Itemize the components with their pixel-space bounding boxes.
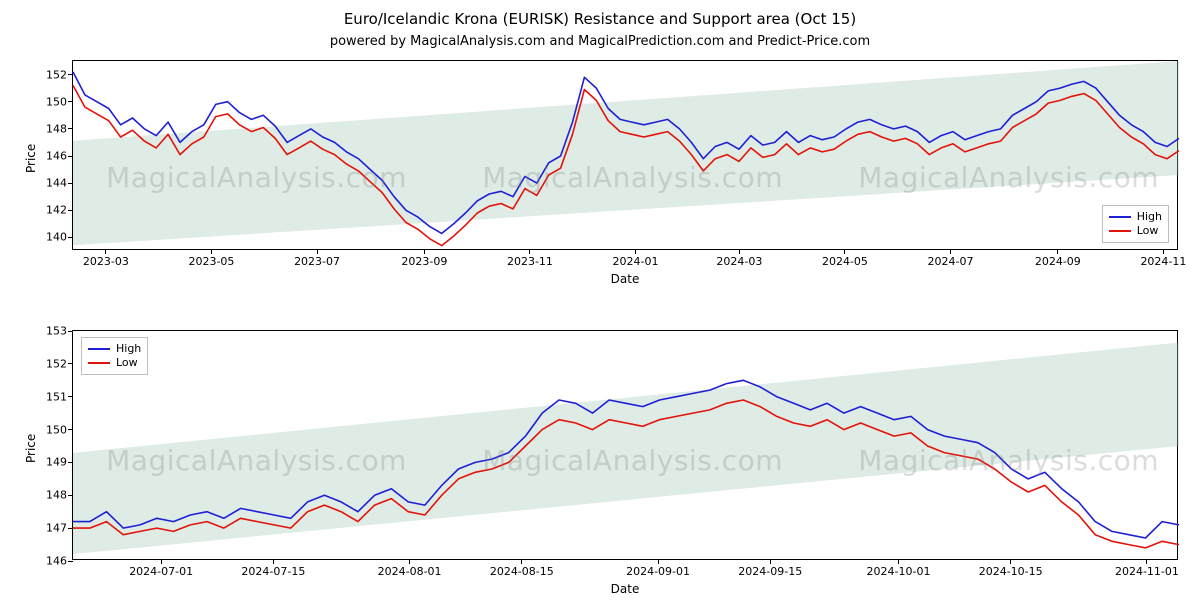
top-chart-svg <box>73 61 1177 249</box>
ytick-label: 144 <box>46 177 67 190</box>
bottom-chart-panel: MagicalAnalysis.comMagicalAnalysis.comMa… <box>72 330 1178 560</box>
chart-subtitle: powered by MagicalAnalysis.com and Magic… <box>0 34 1200 49</box>
xtick-label: 2024-10-15 <box>979 565 1043 578</box>
xtick-label: 2024-01 <box>613 255 659 268</box>
ytick-label: 146 <box>46 150 67 163</box>
legend-item: High <box>1109 210 1162 224</box>
xtick-mark <box>1163 249 1164 254</box>
legend-label: High <box>1137 210 1162 224</box>
xtick-mark <box>424 249 425 254</box>
xtick-label: 2024-10-01 <box>867 565 931 578</box>
legend: HighLow <box>1102 205 1169 243</box>
ytick-mark <box>68 237 73 238</box>
ytick-label: 149 <box>46 456 67 469</box>
xtick-label: 2024-07 <box>928 255 974 268</box>
legend-item: Low <box>88 356 141 370</box>
xtick-mark <box>529 249 530 254</box>
ytick-label: 152 <box>46 68 67 81</box>
xtick-mark <box>273 559 274 564</box>
ytick-label: 152 <box>46 357 67 370</box>
ytick-mark <box>68 101 73 102</box>
xtick-label: 2023-11 <box>507 255 553 268</box>
ytick-mark <box>68 156 73 157</box>
ytick-label: 150 <box>46 95 67 108</box>
ytick-label: 153 <box>46 325 67 338</box>
ytick-label: 146 <box>46 555 67 568</box>
ytick-label: 140 <box>46 231 67 244</box>
xtick-label: 2024-07-01 <box>129 565 193 578</box>
legend-swatch <box>88 362 110 364</box>
legend-label: Low <box>116 356 138 370</box>
xtick-mark <box>521 559 522 564</box>
legend-item: Low <box>1109 224 1162 238</box>
legend-swatch <box>1109 230 1131 232</box>
ytick-mark <box>68 363 73 364</box>
xtick-mark <box>770 559 771 564</box>
xtick-label: 2023-09 <box>401 255 447 268</box>
xtick-label: 2024-11 <box>1140 255 1186 268</box>
bottom-chart-svg <box>73 331 1177 559</box>
xtick-mark <box>658 559 659 564</box>
bottom-chart-xlabel: Date <box>72 582 1178 596</box>
top-chart-xlabel: Date <box>72 272 1178 286</box>
support-resistance-shade <box>73 61 1179 245</box>
legend-swatch <box>88 348 110 350</box>
ytick-label: 142 <box>46 204 67 217</box>
legend: HighLow <box>81 337 148 375</box>
xtick-mark <box>1057 249 1058 254</box>
top-chart-panel: MagicalAnalysis.comMagicalAnalysis.comMa… <box>72 60 1178 250</box>
xtick-mark <box>211 249 212 254</box>
xtick-mark <box>739 249 740 254</box>
xtick-mark <box>844 249 845 254</box>
xtick-label: 2023-05 <box>188 255 234 268</box>
xtick-mark <box>105 249 106 254</box>
xtick-mark <box>635 249 636 254</box>
ytick-mark <box>68 396 73 397</box>
xtick-mark <box>161 559 162 564</box>
xtick-mark <box>409 559 410 564</box>
ytick-mark <box>68 528 73 529</box>
xtick-mark <box>1010 559 1011 564</box>
ytick-label: 147 <box>46 522 67 535</box>
xtick-label: 2024-09-15 <box>738 565 802 578</box>
ytick-mark <box>68 495 73 496</box>
ytick-mark <box>68 561 73 562</box>
xtick-label: 2024-11-01 <box>1115 565 1179 578</box>
xtick-mark <box>317 249 318 254</box>
support-resistance-shade <box>73 343 1179 555</box>
legend-label: High <box>116 342 141 356</box>
xtick-label: 2024-03 <box>716 255 762 268</box>
xtick-label: 2024-07-15 <box>241 565 305 578</box>
figure: Euro/Icelandic Krona (EURISK) Resistance… <box>0 0 1200 600</box>
xtick-mark <box>898 559 899 564</box>
xtick-label: 2024-08-01 <box>378 565 442 578</box>
xtick-mark <box>1146 559 1147 564</box>
ytick-mark <box>68 429 73 430</box>
bottom-chart-ylabel: Price <box>24 434 38 463</box>
xtick-label: 2024-09 <box>1035 255 1081 268</box>
ytick-mark <box>68 128 73 129</box>
ytick-mark <box>68 210 73 211</box>
ytick-mark <box>68 74 73 75</box>
chart-title: Euro/Icelandic Krona (EURISK) Resistance… <box>0 10 1200 28</box>
legend-label: Low <box>1137 224 1159 238</box>
top-chart-ylabel: Price <box>24 144 38 173</box>
ytick-label: 150 <box>46 423 67 436</box>
legend-swatch <box>1109 216 1131 218</box>
xtick-label: 2024-05 <box>822 255 868 268</box>
ytick-mark <box>68 331 73 332</box>
ytick-mark <box>68 183 73 184</box>
xtick-label: 2024-08-15 <box>490 565 554 578</box>
ytick-mark <box>68 462 73 463</box>
legend-item: High <box>88 342 141 356</box>
xtick-label: 2024-09-01 <box>626 565 690 578</box>
xtick-label: 2023-03 <box>83 255 129 268</box>
xtick-label: 2023-07 <box>294 255 340 268</box>
ytick-label: 148 <box>46 489 67 502</box>
ytick-label: 148 <box>46 122 67 135</box>
xtick-mark <box>950 249 951 254</box>
ytick-label: 151 <box>46 390 67 403</box>
